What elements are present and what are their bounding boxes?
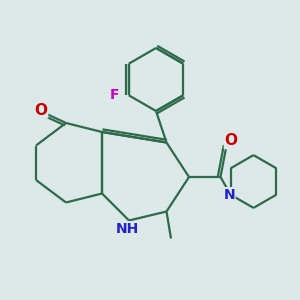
Text: NH: NH [116, 222, 139, 236]
Text: O: O [34, 103, 48, 118]
Text: N: N [223, 188, 235, 202]
Text: F: F [110, 88, 120, 102]
Text: O: O [224, 134, 238, 148]
